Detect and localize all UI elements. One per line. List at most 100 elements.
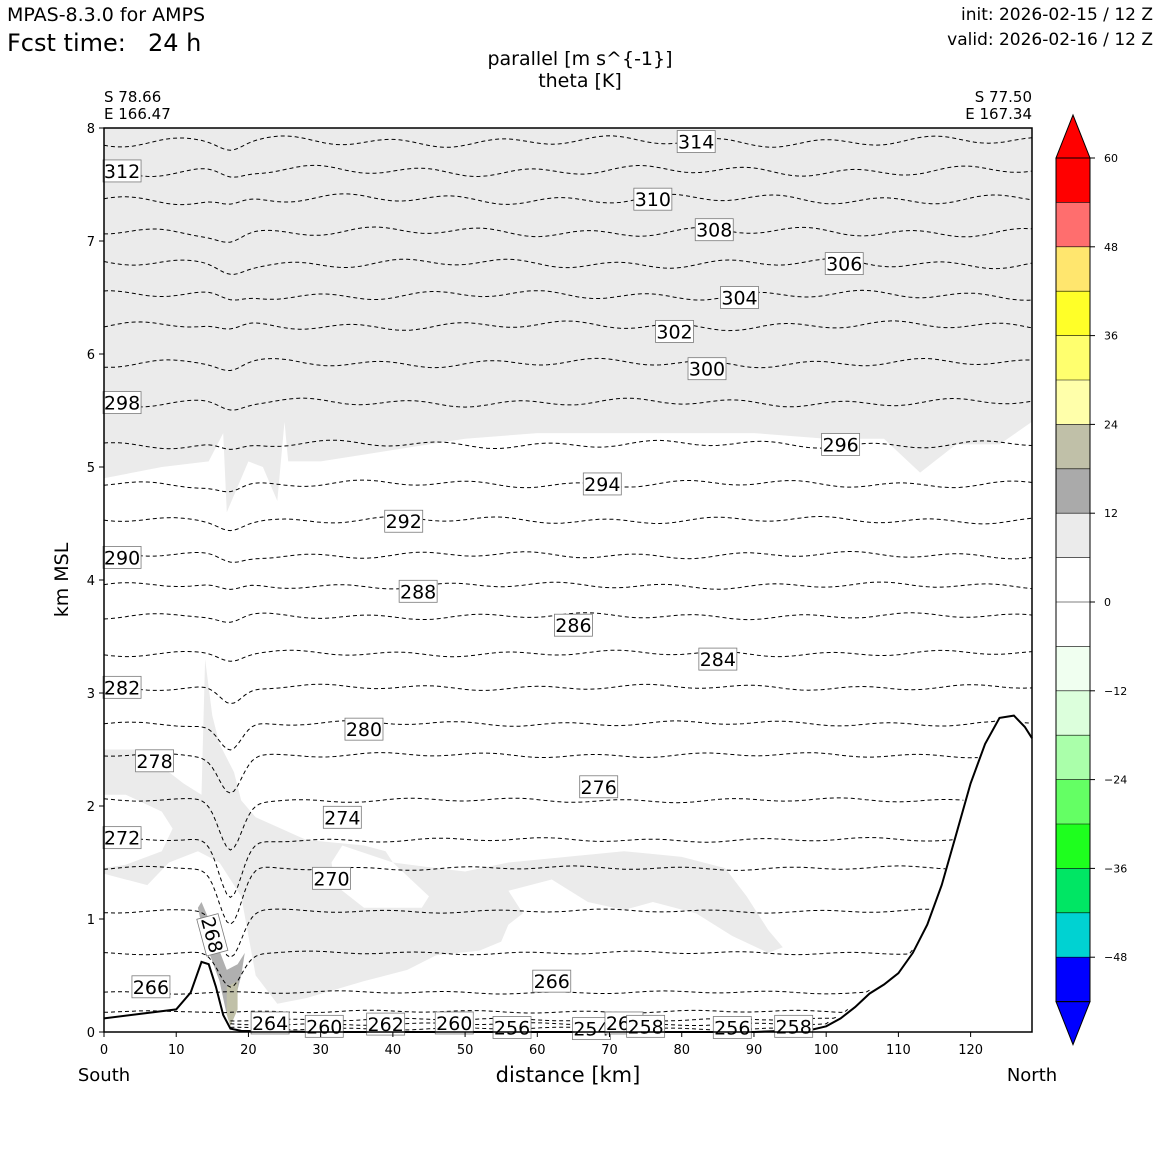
theta-label-text: 270 [313,868,349,890]
theta-contour-286 [103,612,1033,623]
theta-label-296-9: 296 [821,432,861,456]
chart-title-theta: theta [K] [538,70,622,92]
theta-label-box [821,432,861,456]
theta-label-308-3: 308 [694,218,734,242]
x-tick-label: 120 [958,1043,983,1058]
theta-contour-306 [103,258,1033,275]
theta-label-text: 278 [136,751,172,773]
theta-label-box [344,717,384,741]
theta-label-box [579,775,619,799]
axis-ticks-layer: 0 10 20 30 40 50 60 70 80 90 100 110 120 0 1 2 3 4 5 6 7 8 [87,122,983,1058]
theta-label-text: 310 [635,189,671,211]
y-tick-label: 7 [87,235,95,250]
colorbar-frame [1055,157,1091,1003]
colorbar-tick-label: 24 [1104,418,1118,431]
theta-label-box [633,187,673,211]
theta-label-box [698,647,738,671]
y-tick-label: 5 [87,461,95,476]
theta-label-box [102,546,142,569]
right-latitude: S 77.50 [974,88,1032,106]
theta-label-box [554,613,593,637]
theta-label-text: 266 [534,971,570,993]
colorbar-tick-label: 48 [1104,241,1118,254]
theta-label-box [676,130,716,153]
theta-label-302-6: 302 [655,319,694,343]
theta-label-text: 302 [656,321,692,343]
wind-shade-5 [226,981,238,1027]
theta-contour-272 [103,865,946,925]
theta-contour-294 [103,479,1033,493]
theta-label-294-10: 294 [582,472,622,496]
theta-label-box [102,391,142,414]
y-tick-label: 2 [87,800,95,815]
theta-contour-290 [103,551,1033,563]
theta-label-text: 256 [714,1017,750,1039]
chart-title-wind: parallel [m s^{-1}] [487,48,673,70]
theta-label-text: 274 [324,807,360,829]
theta-label-276-19: 276 [579,775,619,799]
colorbar-bin-12-18 [1056,468,1090,514]
x-tick-label: 60 [529,1043,546,1058]
theta-contour-276 [103,797,964,851]
wind-shade-3 [331,845,429,908]
theta-label-box [582,472,622,496]
x-tick-label: 40 [385,1043,402,1058]
theta-label-304-5: 304 [720,286,759,310]
colorbar: 60 48 36 24 12 0 −12 −24 −36 −48 [1055,113,1127,1046]
theta-label-258-35: 258 [774,1014,814,1038]
theta-contour-308 [104,226,1033,243]
theta-label-text: 254 [573,1019,609,1041]
theta-label-258-33: 258 [626,1014,666,1038]
fcst-time-label: Fcst time: [7,29,126,57]
theta-contour-268 [103,949,914,988]
theta-label-text: 286 [555,615,591,637]
theta-label-268-23: 268 [196,913,229,957]
theta-contour-280 [103,720,1033,751]
colorbar-bin-42-48 [1056,246,1090,292]
theta-label-256-34: 256 [712,1016,752,1039]
colorbar-bin-0-6 [1056,557,1090,602]
north-label: North [1006,1065,1058,1086]
x-tick-label: 50 [457,1043,474,1058]
theta-contour-282 [103,683,1033,705]
theta-label-text: 258 [776,1016,812,1038]
x-tick-label: 70 [601,1043,618,1058]
theta-label-text: 280 [346,719,382,741]
terrain-layer [103,714,1033,1033]
theta-label-box [694,218,734,242]
theta-label-text: 256 [494,1017,530,1039]
theta-contour-304 [103,289,1033,301]
colorbar-bin-6-12 [1056,513,1090,558]
theta-label-310-2: 310 [633,187,673,211]
theta-label-264-26: 264 [250,1011,290,1035]
wind-shading-layer [104,128,1032,1027]
theta-label-300-7: 300 [687,357,727,381]
x-tick-label: 90 [746,1043,763,1058]
x-tick-label: 20 [240,1043,257,1058]
colorbar-tick-label: −24 [1104,774,1127,787]
theta-label-box [312,866,351,890]
theta-label-box [102,826,142,850]
right-longitude: E 167.34 [965,105,1032,123]
y-tick-label: 0 [87,1026,95,1041]
colorbar-arrow-top [1055,113,1091,159]
theta-label-262-28: 262 [366,1012,406,1036]
theta-label-text: 312 [104,161,140,183]
theta-label-290-12: 290 [102,546,142,569]
theta-label-text: 314 [678,132,714,154]
theta-contour-270 [103,908,931,958]
theta-label-box [131,975,171,999]
theta-contour-274 [103,836,953,899]
theta-label-274-20: 274 [322,805,362,829]
theta-label-286-14: 286 [554,613,593,637]
theta-label-text: 282 [104,677,140,699]
theta-label-266-24: 266 [131,975,171,999]
theta-label-298-8: 298 [102,391,142,415]
theta-label-text: 260 [436,1013,472,1035]
y-tick-label: 1 [87,913,95,928]
colorbar-bin-18-24 [1056,424,1090,469]
y-tick-label: 4 [87,574,95,589]
colorbar-bin--18--12 [1056,690,1090,736]
theta-label-314-0: 314 [676,130,716,154]
